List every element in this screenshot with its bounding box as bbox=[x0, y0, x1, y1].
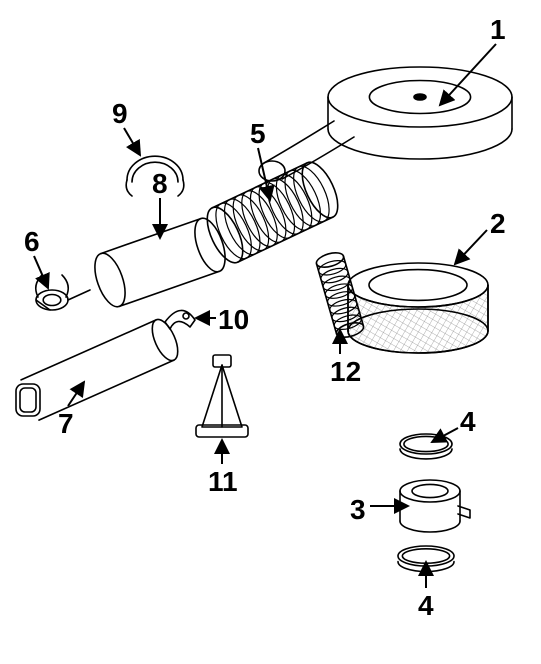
callout-arrow-6 bbox=[34, 256, 48, 288]
part-intermediate-duct bbox=[89, 214, 231, 310]
callout-arrow-5 bbox=[258, 148, 270, 200]
part-intake-duct-main bbox=[200, 157, 345, 268]
callout-label-2: 2 bbox=[490, 208, 506, 240]
part-seal-upper bbox=[400, 434, 452, 459]
callout-arrow-1 bbox=[440, 44, 496, 105]
part-air-filter-element bbox=[348, 263, 488, 353]
callout-label-7: 7 bbox=[58, 408, 74, 440]
part-air-cleaner-assembly bbox=[259, 67, 512, 181]
part-adapter bbox=[400, 480, 470, 532]
part-cold-air-intake-tube bbox=[16, 316, 183, 420]
callout-label-8: 8 bbox=[152, 168, 168, 200]
callout-label-9: 9 bbox=[112, 98, 128, 130]
part-seal-lower bbox=[398, 546, 454, 572]
callout-label-10: 10 bbox=[218, 304, 249, 336]
callout-label-6: 6 bbox=[24, 226, 40, 258]
callout-label-11: 11 bbox=[208, 466, 238, 498]
callout-label-5: 5 bbox=[250, 118, 266, 150]
callout-label-4b: 4 bbox=[418, 590, 434, 622]
callout-arrow-7 bbox=[68, 382, 84, 406]
part-support-bracket bbox=[196, 355, 248, 437]
callout-arrow-4a bbox=[432, 428, 458, 442]
callout-label-1: 1 bbox=[490, 14, 506, 46]
parts-diagram-svg bbox=[0, 0, 541, 664]
callout-label-4a: 4 bbox=[460, 406, 476, 438]
part-intake-opening bbox=[36, 275, 90, 310]
part-hot-air-hose bbox=[315, 250, 365, 340]
part-sensor-bracket bbox=[165, 310, 195, 329]
callout-label-3: 3 bbox=[350, 494, 366, 526]
callout-label-12: 12 bbox=[330, 356, 361, 388]
callout-arrow-2 bbox=[455, 230, 487, 264]
callout-arrow-9 bbox=[124, 128, 140, 155]
